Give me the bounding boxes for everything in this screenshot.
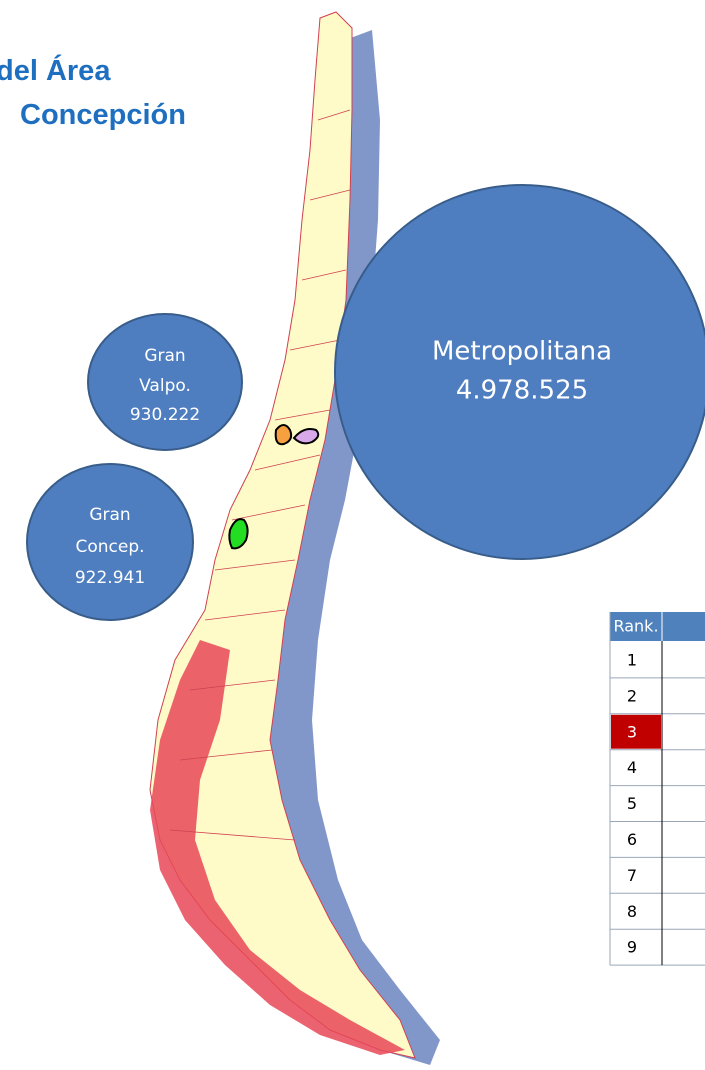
row-highlight — [611, 714, 661, 749]
bubble-label: 922.941 — [75, 568, 145, 588]
region-concepcion — [228, 518, 249, 550]
bubble-label: Valpo. — [139, 376, 191, 396]
bubble-label: Concep. — [75, 537, 144, 557]
bubble-label: Gran — [144, 346, 185, 366]
rank-number: 5 — [627, 794, 637, 813]
title-line: del Área — [0, 53, 111, 87]
map-borders — [169, 109, 351, 841]
rank-number: 4 — [627, 758, 637, 777]
region-santiago — [292, 428, 320, 445]
rank-number: 9 — [627, 938, 637, 957]
rank-number: 6 — [627, 830, 637, 849]
rank-table: Rank. 1 2 3 4 5 6 7 8 9 — [609, 612, 705, 966]
bubble-label: Gran — [89, 505, 130, 525]
rank-number: 7 — [627, 866, 637, 885]
bubble-label: 4.978.525 — [456, 376, 588, 406]
map — [149, 11, 440, 1065]
rank-number: 3 — [627, 722, 637, 741]
rank-number: 2 — [627, 686, 637, 705]
map-shadow — [240, 30, 440, 1065]
table-header-label: Rank. — [613, 617, 658, 636]
bubble — [87, 313, 243, 451]
bubble-label: Metropolitana — [432, 337, 612, 367]
map-fjords — [150, 640, 405, 1055]
bubble — [26, 463, 194, 621]
title-line: Concepción — [20, 99, 186, 131]
region-valparaiso — [274, 424, 293, 446]
table-header — [610, 612, 705, 641]
bubble — [334, 184, 705, 560]
rank-number: 8 — [627, 902, 637, 921]
rank-number: 1 — [627, 650, 637, 669]
bubble-label: 930.222 — [130, 405, 200, 425]
